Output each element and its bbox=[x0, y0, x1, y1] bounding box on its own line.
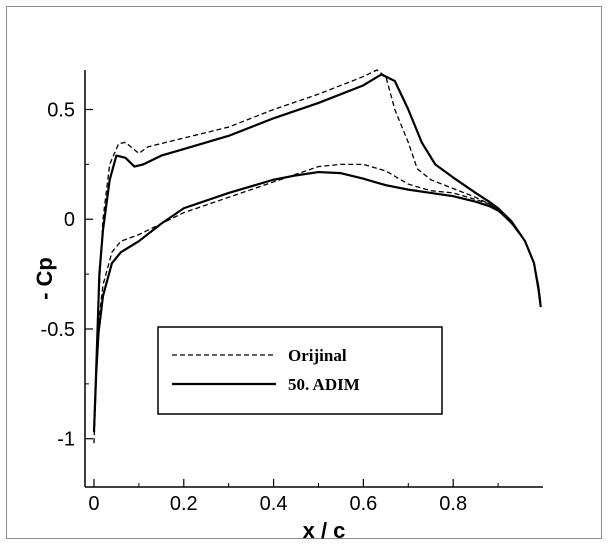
legend-label-adim-50: 50. ADIM bbox=[288, 375, 360, 394]
legend: Orijinal 50. ADIM bbox=[157, 326, 443, 415]
x-tick-label: 0.4 bbox=[260, 493, 288, 515]
x-tick-label: 0.8 bbox=[439, 493, 467, 515]
y-axis-title: - Cp bbox=[32, 257, 57, 300]
x-tick-label: 0.2 bbox=[170, 493, 198, 515]
x-tick-label: 0 bbox=[88, 493, 99, 515]
series-line-adim-50 bbox=[92, 73, 542, 433]
x-tick-label: 0.6 bbox=[349, 493, 377, 515]
y-ticks: 0.5 0 -0.5 -1 bbox=[41, 100, 93, 451]
axes bbox=[84, 70, 543, 488]
y-tick-label: 0 bbox=[64, 209, 75, 231]
y-tick-label: -0.5 bbox=[41, 319, 75, 341]
x-ticks: 0 0.2 0.4 0.6 0.8 bbox=[88, 479, 499, 515]
legend-box bbox=[157, 326, 443, 415]
x-axis-title: x / c bbox=[303, 518, 346, 543]
series-lines bbox=[92, 69, 542, 444]
y-tick-label: -1 bbox=[57, 429, 75, 451]
y-tick-label: 0.5 bbox=[47, 100, 75, 122]
legend-label-orijinal: Orijinal bbox=[288, 346, 347, 365]
chart-frame bbox=[6, 6, 602, 539]
